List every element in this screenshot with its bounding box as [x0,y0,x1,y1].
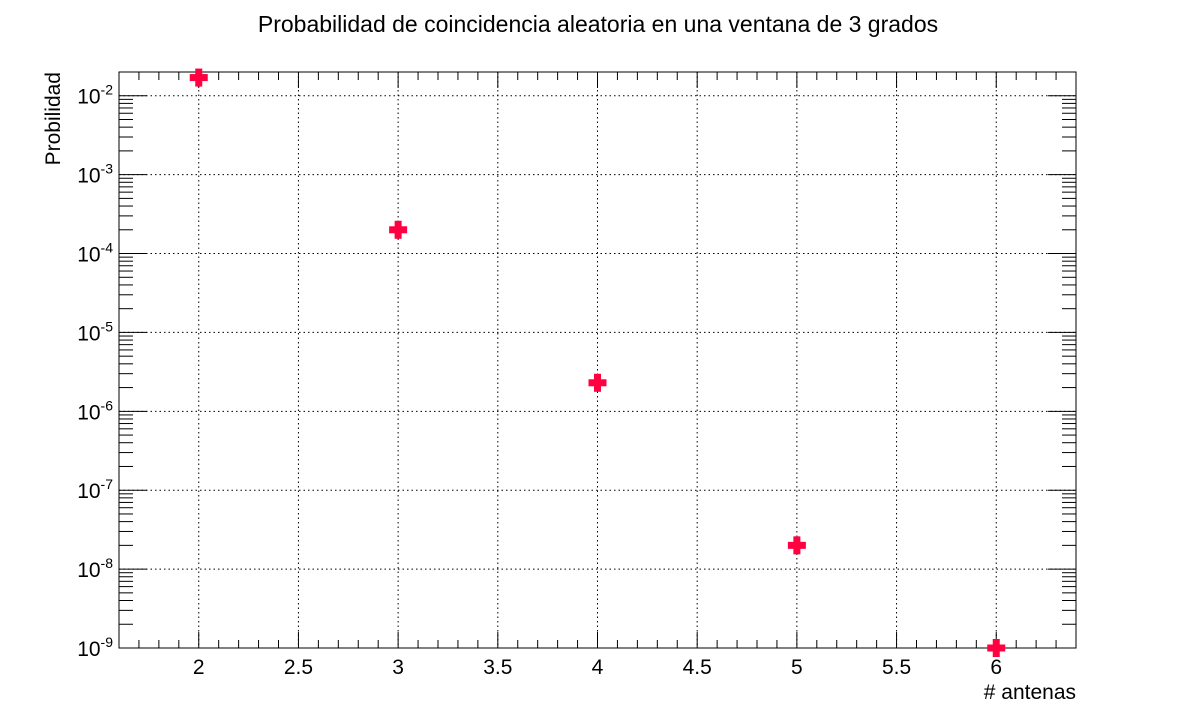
y-tick-label: 10-5 [77,318,113,345]
x-tick-label: 2 [193,656,205,679]
y-tick-label: 10-4 [77,240,113,267]
y-tick-label: 10-2 [77,82,113,109]
x-tick-label: 3 [392,656,404,679]
grid [119,72,1076,649]
data-point [987,639,1006,657]
x-tick-label: 5 [791,656,803,679]
data-point [588,373,607,392]
axis-ticks [118,71,1077,649]
data-point [189,68,208,87]
x-tick-label: 5.5 [882,656,911,679]
data-point [389,220,408,239]
y-tick-label: 10-3 [77,161,113,188]
data-point [787,536,806,555]
y-axis-label: Probilidad [42,72,65,165]
x-tick-label: 6 [990,656,1002,679]
x-axis-label: # antenas [984,681,1076,704]
x-tick-labels: 2 2.5 3 3.5 4 4.5 5 5.5 6 [193,656,1002,679]
chart-title: Probabilidad de coincidencia aleatoria e… [258,11,938,37]
y-tick-label: 10-7 [77,476,113,503]
y-tick-label: 10-9 [77,634,113,661]
y-tick-label: 10-6 [77,397,113,424]
y-tick-label: 10-8 [77,555,113,582]
y-tick-labels: 10-9 10-8 10-7 10-6 10-5 10-4 10-3 10-2 [77,82,113,661]
x-tick-label: 2.5 [284,656,313,679]
x-tick-label: 3.5 [483,656,512,679]
x-tick-label: 4.5 [683,656,712,679]
x-tick-label: 4 [592,656,604,679]
data-points [189,68,1006,657]
